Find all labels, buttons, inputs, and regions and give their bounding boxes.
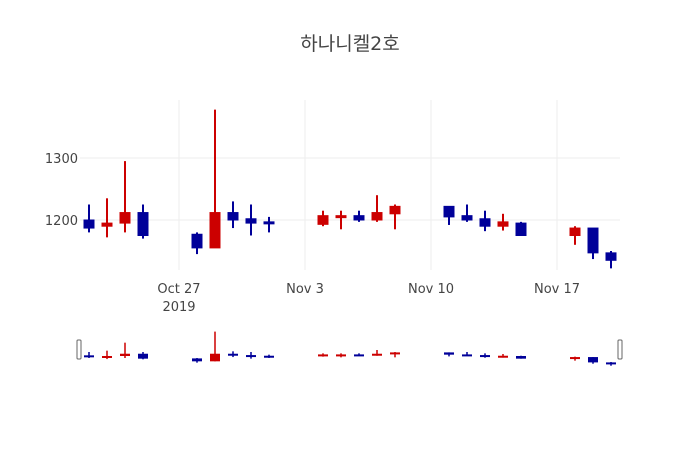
candle[interactable] <box>569 226 581 245</box>
slider-candle <box>102 350 112 360</box>
chart-title: 하나니켈2호 <box>300 33 400 55</box>
candle[interactable] <box>353 210 365 222</box>
y-axis-ticks: 1200 1300 <box>45 152 78 229</box>
slider-candle <box>336 353 346 358</box>
x-tick-label: Oct 27 <box>157 282 200 297</box>
slider-candle <box>354 353 364 357</box>
candle[interactable] <box>317 210 329 227</box>
slider-candle <box>606 362 616 366</box>
y-tick-label: 1300 <box>45 152 78 167</box>
slider-candle <box>390 352 400 358</box>
slider-candle <box>588 357 598 364</box>
candle[interactable] <box>101 198 113 238</box>
slider-candle <box>372 350 382 356</box>
candle[interactable] <box>263 216 275 233</box>
candle[interactable] <box>461 204 473 222</box>
candles-main[interactable] <box>83 109 617 269</box>
candle[interactable] <box>497 213 509 231</box>
slider-candle <box>84 352 94 358</box>
grid-lines <box>80 100 620 270</box>
candle[interactable] <box>137 204 149 239</box>
candle[interactable] <box>443 205 455 225</box>
x-tick-label: Nov 17 <box>534 282 580 297</box>
slider-candle <box>462 352 472 357</box>
slider-candle <box>444 352 454 357</box>
slider-candle <box>498 354 508 358</box>
x-tick-label: Nov 3 <box>286 282 324 297</box>
slider-candle <box>516 355 526 359</box>
slider-candle <box>210 331 220 362</box>
candle[interactable] <box>515 221 527 237</box>
candle[interactable] <box>389 204 401 230</box>
slider-candle <box>480 353 490 358</box>
slider-candle <box>192 358 202 363</box>
slider-candle <box>228 351 238 358</box>
range-slider[interactable] <box>76 331 623 366</box>
candle[interactable] <box>83 204 95 233</box>
slider-candle <box>318 353 328 357</box>
slider-candle <box>120 342 130 358</box>
candle[interactable] <box>479 210 491 232</box>
x-tick-year-label: 2019 <box>162 300 195 315</box>
slider-candle <box>570 356 580 361</box>
x-axis-ticks: Oct 27 2019 Nov 3 Nov 10 Nov 17 <box>157 282 580 315</box>
candle[interactable] <box>191 232 203 255</box>
x-tick-label: Nov 10 <box>408 282 454 297</box>
candle[interactable] <box>371 195 383 222</box>
slider-candle <box>246 352 256 359</box>
candle[interactable] <box>335 210 347 230</box>
slider-candle <box>264 354 274 358</box>
candle[interactable] <box>119 161 131 233</box>
candle[interactable] <box>605 251 617 269</box>
range-slider-left-handle[interactable] <box>76 339 82 360</box>
range-slider-right-handle[interactable] <box>617 339 623 360</box>
slider-candle <box>138 352 148 360</box>
candle[interactable] <box>245 204 257 236</box>
candle[interactable] <box>209 109 221 249</box>
range-slider-candles <box>84 331 616 366</box>
candle[interactable] <box>227 201 239 229</box>
candle[interactable] <box>587 227 599 260</box>
y-tick-label: 1200 <box>45 214 78 229</box>
